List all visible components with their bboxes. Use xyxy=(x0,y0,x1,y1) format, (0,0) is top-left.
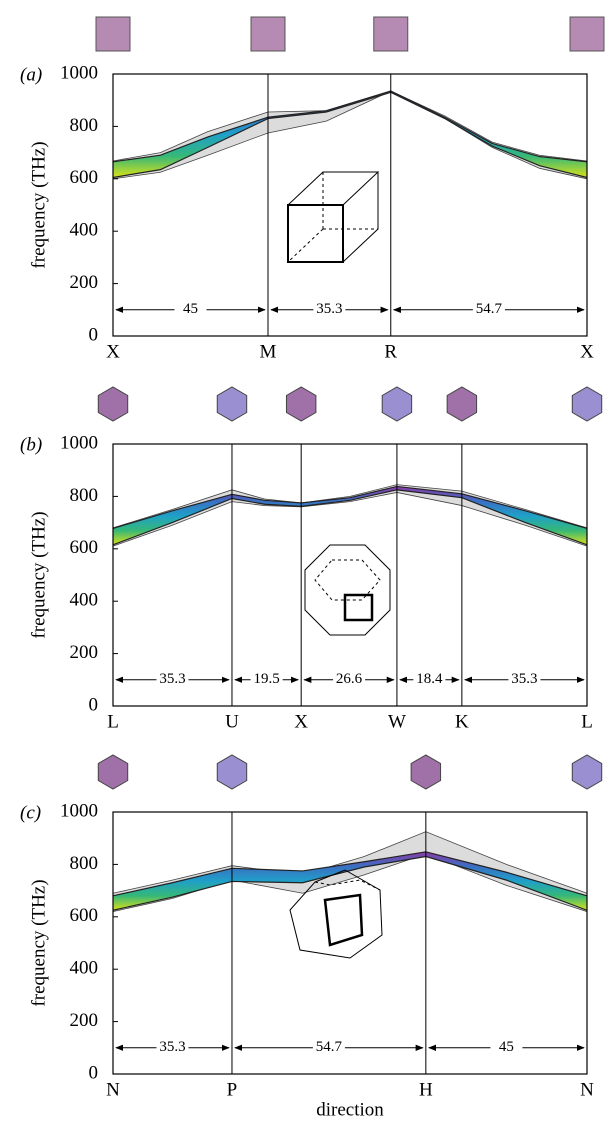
orientation-icon xyxy=(95,16,131,52)
inset-cube xyxy=(286,171,380,263)
y-tick-label: 400 xyxy=(70,958,99,979)
y-axis-title: frequency (THz) xyxy=(28,879,49,1006)
segment-angle: 45 xyxy=(499,1039,514,1055)
segment-label-bg xyxy=(490,1038,523,1057)
y-tick-label: 0 xyxy=(89,324,99,345)
y-tick-label: 1000 xyxy=(60,800,98,821)
segment-angle: 54.7 xyxy=(316,1039,343,1055)
plot-frame xyxy=(112,73,588,337)
x-tick-label: N xyxy=(580,1079,594,1100)
x-tick-label: P xyxy=(227,1079,238,1100)
orientation-icon xyxy=(571,386,603,422)
x-tick-label: L xyxy=(581,711,593,732)
segment-angle: 35.3 xyxy=(159,1039,185,1055)
y-tick-label: 800 xyxy=(70,115,99,136)
y-tick-label: 400 xyxy=(70,590,99,611)
orientation-icon xyxy=(381,386,413,422)
y-tick-label: 200 xyxy=(70,642,99,663)
orientation-icon xyxy=(571,754,603,790)
segment-angle: 35.3 xyxy=(159,671,185,687)
segment-angle: 35.3 xyxy=(316,301,342,317)
segment-label-bg xyxy=(312,1038,345,1057)
y-tick-label: 600 xyxy=(70,167,99,188)
x-tick-label: U xyxy=(225,711,239,732)
plot-frame xyxy=(112,811,588,1075)
y-tick-label: 600 xyxy=(70,537,99,558)
orientation-icon xyxy=(97,754,129,790)
mode-band xyxy=(113,91,587,178)
segment-label-bg xyxy=(333,670,366,689)
y-tick-label: 400 xyxy=(70,220,99,241)
y-tick-label: 800 xyxy=(70,485,99,506)
segment-angle: 35.3 xyxy=(511,671,537,687)
x-tick-label: H xyxy=(419,1079,433,1100)
inset-rhombic-dodecahedron xyxy=(289,869,383,959)
y-tick-label: 0 xyxy=(89,1062,99,1083)
orientation-icon xyxy=(250,16,286,52)
segment-label-bg xyxy=(174,300,207,319)
segment-label-bg xyxy=(156,670,189,689)
y-tick-label: 200 xyxy=(70,272,99,293)
segment-label-bg xyxy=(472,300,505,319)
band-edge xyxy=(112,90,588,163)
segment-label-bg xyxy=(413,670,446,689)
x-tick-label: X xyxy=(106,341,120,362)
panel-label: (a) xyxy=(20,64,42,85)
band-edge xyxy=(112,831,588,894)
segment-angle: 19.5 xyxy=(253,671,279,687)
segment-label-bg xyxy=(250,670,283,689)
segment-angle: 54.7 xyxy=(476,301,503,317)
band-edge xyxy=(112,851,588,897)
y-axis-title: frequency (THz) xyxy=(28,141,49,268)
segment-angle: 26.6 xyxy=(336,671,363,687)
orientation-icon xyxy=(569,16,605,52)
x-tick-label: W xyxy=(388,711,406,732)
spread-band xyxy=(113,831,587,912)
x-axis-title: direction xyxy=(316,1099,384,1120)
segment-angle: 45 xyxy=(183,301,198,317)
band-edge xyxy=(112,489,588,546)
band-edge xyxy=(112,90,588,180)
panel-label: (b) xyxy=(20,434,42,455)
orientation-icon xyxy=(446,386,478,422)
orientation-icon xyxy=(216,386,248,422)
orientation-icon xyxy=(216,754,248,790)
segment-label-bg xyxy=(313,300,346,319)
orientation-icon xyxy=(373,16,409,52)
band-edge xyxy=(112,492,588,547)
inset-truncated-octahedron xyxy=(304,544,391,636)
mode-band xyxy=(113,486,587,545)
segment-label-bg xyxy=(156,1038,189,1057)
y-tick-label: 1000 xyxy=(60,432,98,453)
band-edge xyxy=(112,91,588,179)
orientation-icon xyxy=(410,754,442,790)
y-tick-label: 1000 xyxy=(60,62,98,83)
x-tick-label: M xyxy=(260,341,277,362)
x-tick-label: L xyxy=(107,711,119,732)
x-tick-label: X xyxy=(294,711,308,732)
plot-frame xyxy=(112,443,588,707)
segment-label-bg xyxy=(508,670,541,689)
y-tick-label: 600 xyxy=(70,905,99,926)
x-tick-label: X xyxy=(580,341,594,362)
band-edge xyxy=(112,485,588,529)
x-tick-label: R xyxy=(384,341,397,362)
mode-band xyxy=(113,851,587,911)
panel-label: (c) xyxy=(20,802,41,823)
x-tick-label: N xyxy=(106,1079,120,1100)
y-tick-label: 800 xyxy=(70,853,99,874)
y-tick-label: 200 xyxy=(70,1010,99,1031)
orientation-icon xyxy=(285,386,317,422)
segment-angle: 18.4 xyxy=(416,671,443,687)
orientation-icon xyxy=(97,386,129,422)
y-axis-title: frequency (THz) xyxy=(28,511,49,638)
x-tick-label: K xyxy=(455,711,469,732)
band-edge xyxy=(112,484,588,529)
y-tick-label: 0 xyxy=(89,694,99,715)
